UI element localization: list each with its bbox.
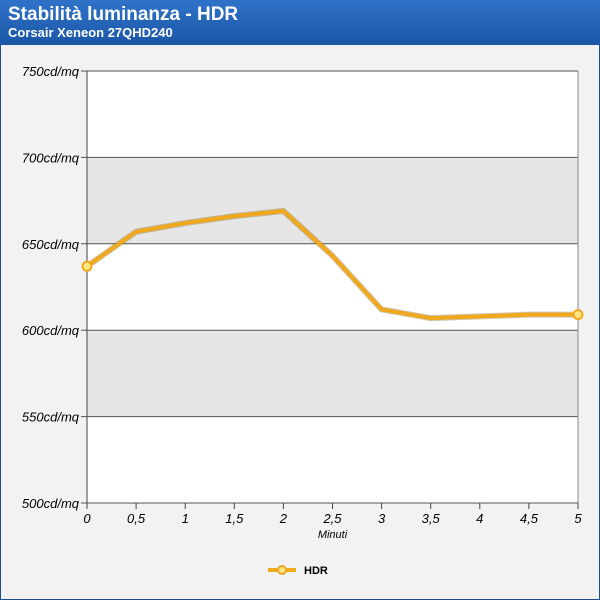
y-tick-label: 700cd/mq [22, 150, 80, 165]
x-tick-label: 2,5 [322, 511, 342, 526]
data-point-marker [81, 260, 93, 272]
chart-title: Stabilità luminanza - HDR [8, 4, 239, 25]
plot-band [87, 71, 578, 158]
data-point-marker [572, 309, 584, 321]
x-tick-label: 4 [476, 511, 483, 526]
x-axis-title: Minuti [318, 529, 348, 541]
y-tick-label: 750cd/mq [22, 64, 80, 79]
x-tick-label: 2 [279, 511, 288, 526]
y-tick-label: 600cd/mq [22, 323, 80, 338]
plot-band [87, 416, 578, 503]
y-tick-label: 500cd/mq [22, 496, 80, 511]
legend-label: HDR [304, 565, 328, 577]
plot-band [87, 330, 578, 417]
y-tick-label: 650cd/mq [22, 237, 80, 252]
plot-band [87, 157, 578, 244]
legend-swatch-marker [277, 565, 287, 575]
y-tick-label: 550cd/mq [22, 410, 80, 425]
x-tick-label: 0,5 [127, 511, 146, 526]
x-tick-label: 3 [378, 511, 386, 526]
chart-subtitle: Corsair Xeneon 27QHD240 [8, 25, 173, 40]
x-tick-label: 3,5 [422, 511, 441, 526]
chart-header: Stabilità luminanza - HDR Corsair Xeneon… [0, 0, 600, 45]
x-tick-label: 1,5 [225, 511, 244, 526]
x-tick-label: 5 [574, 511, 582, 526]
series-line [85, 208, 580, 321]
x-tick-label: 4,5 [520, 511, 539, 526]
x-tick-label: 1 [182, 511, 189, 526]
x-tick-label: 0 [83, 511, 91, 526]
